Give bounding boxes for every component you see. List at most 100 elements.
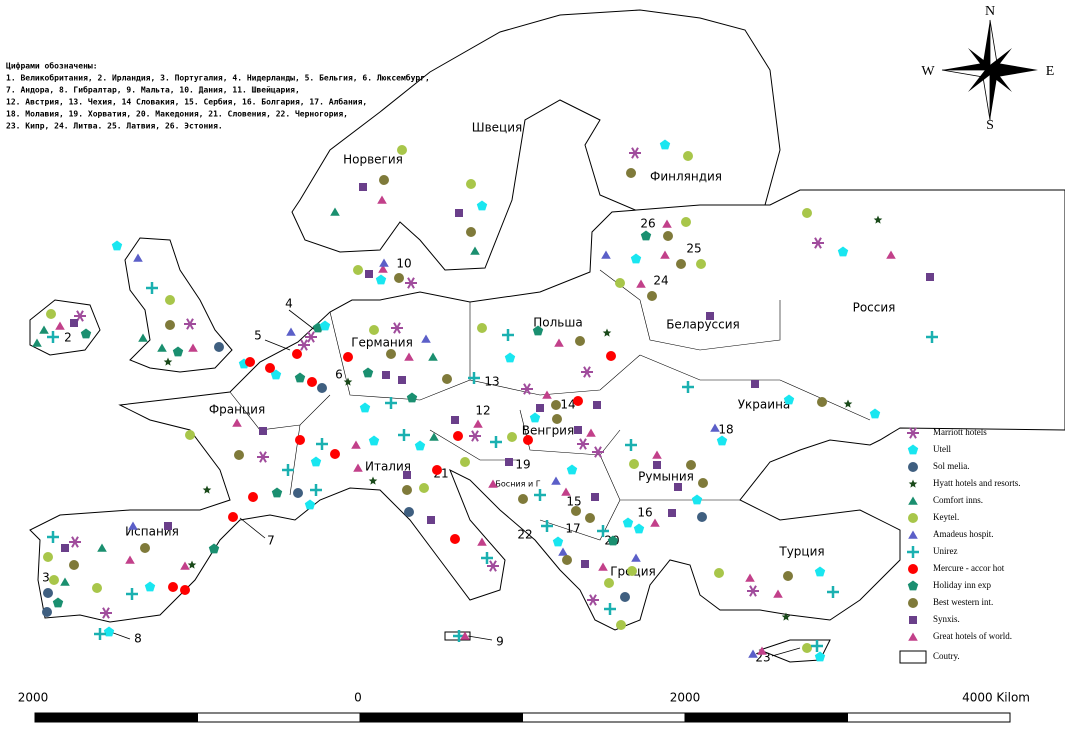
legend-label: Best western int. [933,597,993,607]
scale-bar [359,712,523,723]
marker [359,402,371,413]
marker [69,560,79,570]
marker [138,333,148,342]
marker [292,349,302,359]
marker [660,250,670,259]
scale-bar [197,712,361,723]
marker [232,418,242,427]
marker [234,450,244,460]
marker [319,320,331,331]
marker [163,357,173,366]
marker [300,339,308,351]
marker [561,487,571,496]
marker [214,342,224,352]
marker [365,270,373,278]
country-label: Россия [853,301,896,315]
marker [696,259,706,269]
scale-label: 4000 Kilom [962,691,1030,705]
country-label: Венгрия [522,424,574,438]
marker [909,427,917,439]
marker [574,426,582,434]
marker [674,483,682,491]
marker [307,331,315,343]
marker [317,383,327,393]
marker [783,394,795,405]
marker [706,312,714,320]
marker [397,145,407,155]
marker [640,230,652,241]
marker [591,493,599,501]
marker [295,435,305,445]
marker [683,151,693,161]
marker [814,237,822,249]
marker [908,513,918,523]
marker [103,626,115,637]
legend-label: Marriott hotels [933,427,987,437]
marker [466,227,476,237]
marker [551,476,561,485]
marker [375,274,387,285]
marker [414,440,426,451]
marker [552,536,564,547]
marker [908,496,918,505]
marker [594,446,602,458]
marker [581,560,589,568]
marker [294,372,306,383]
marker [908,598,918,608]
marker [421,334,431,343]
number-label: 18 [718,423,733,437]
leader-line [771,647,801,657]
marker [593,401,601,409]
marker [571,506,581,516]
marker [783,571,793,581]
country-label: Украина [738,398,791,412]
number-label: 3 [42,571,50,585]
marker [330,449,340,459]
marker [293,488,303,498]
legend-label: Sol melia. [933,461,970,471]
marker [843,399,853,408]
legend-label: Unirez [933,546,958,556]
marker [908,479,918,488]
marker [575,336,585,346]
legend-label: Hyatt hotels and resorts. [933,478,1020,488]
leader-line [467,635,493,641]
marker [869,408,881,419]
number-label: 6 [335,368,343,382]
marker [908,564,918,574]
marker [653,461,661,469]
notes-line: 23. Кипр, 24. Литва. 25. Латвия, 26. Эст… [6,122,223,131]
number-label: 8 [134,632,142,646]
country-label: Беларуссия [666,318,740,332]
marker [529,412,541,423]
marker [111,240,123,251]
marker [427,516,435,524]
marker [476,200,488,211]
marker [773,589,783,598]
marker [343,352,353,362]
marker [450,534,460,544]
marker [817,397,827,407]
marker [489,560,497,572]
leader-line [239,517,266,539]
marker [573,396,583,406]
marker [477,537,487,546]
legend: Marriott hotels Utell Sol melia. Hyatt hote… [899,427,1020,664]
marker [43,552,53,562]
number-label: 26 [640,217,655,231]
notes-line: 1. Великобритания, 2. Ирландия, 3. Порту… [6,73,430,83]
marker [404,352,414,361]
marker [488,479,498,488]
number-label: 9 [496,635,504,649]
marker [470,246,480,255]
marker [518,494,528,504]
marker [259,427,267,435]
marker [157,343,167,352]
marker [837,246,849,257]
marker [631,147,639,159]
marker [403,471,411,479]
scale-label: 2000 [18,691,49,705]
marker [566,464,578,475]
marker [598,562,608,571]
marker [97,543,107,552]
